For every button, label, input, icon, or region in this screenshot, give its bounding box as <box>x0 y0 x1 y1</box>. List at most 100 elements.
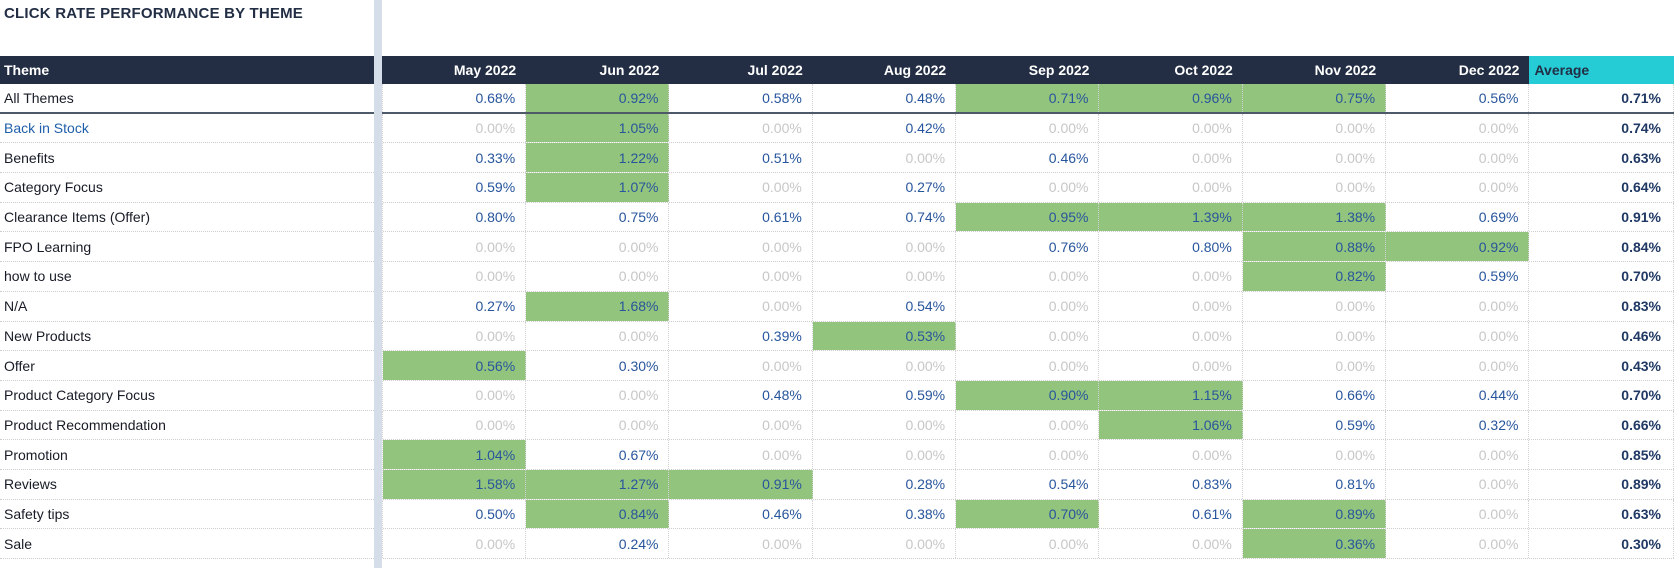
theme-cell[interactable]: New Products <box>0 321 383 351</box>
value-cell[interactable]: 0.00% <box>956 291 1100 321</box>
value-cell[interactable]: 0.00% <box>1243 143 1387 173</box>
month-column-header[interactable]: Dec 2022 <box>1386 56 1530 84</box>
value-cell[interactable]: 0.00% <box>813 143 957 173</box>
average-column-header[interactable]: Average <box>1529 56 1674 84</box>
theme-cell[interactable]: Sale <box>0 529 383 558</box>
value-cell[interactable]: 0.00% <box>1386 291 1530 321</box>
value-cell[interactable]: 0.00% <box>1386 113 1530 143</box>
value-cell[interactable]: 0.46% <box>956 143 1100 173</box>
value-cell[interactable]: 0.00% <box>1386 321 1530 351</box>
value-cell[interactable]: 0.00% <box>1243 440 1387 469</box>
value-cell[interactable]: 1.58% <box>382 469 527 499</box>
value-cell[interactable]: 0.83% <box>1099 469 1243 499</box>
value-cell[interactable]: 0.00% <box>956 440 1100 469</box>
value-cell[interactable]: 1.38% <box>1242 202 1387 232</box>
value-cell[interactable]: 0.92% <box>1386 232 1530 262</box>
value-cell[interactable]: 0.00% <box>383 113 527 143</box>
value-cell[interactable]: 0.38% <box>813 499 957 529</box>
value-cell[interactable]: 0.76% <box>956 232 1100 262</box>
value-cell[interactable]: 0.00% <box>526 321 670 351</box>
theme-cell[interactable]: Offer <box>0 351 383 380</box>
value-cell[interactable]: 0.69% <box>1386 202 1530 232</box>
value-cell[interactable]: 0.27% <box>383 291 527 321</box>
value-cell[interactable]: 0.00% <box>956 529 1100 558</box>
value-cell[interactable]: 0.54% <box>956 469 1100 499</box>
value-cell[interactable]: 0.00% <box>1386 143 1530 173</box>
value-cell[interactable]: 0.00% <box>813 529 957 558</box>
value-cell[interactable]: 0.00% <box>1099 113 1243 143</box>
value-cell[interactable]: 0.00% <box>813 262 957 291</box>
value-cell[interactable]: 0.48% <box>813 84 957 112</box>
month-column-header[interactable]: Oct 2022 <box>1099 56 1243 84</box>
value-cell[interactable]: 0.68% <box>383 84 527 112</box>
value-cell[interactable]: 0.00% <box>669 232 813 262</box>
month-column-header[interactable]: Jul 2022 <box>669 56 813 84</box>
average-cell[interactable]: 0.64% <box>1529 173 1674 202</box>
theme-cell[interactable]: Product Category Focus <box>0 380 383 410</box>
value-cell[interactable]: 0.00% <box>1386 173 1530 202</box>
theme-cell[interactable]: Category Focus <box>0 173 383 202</box>
value-cell[interactable]: 0.00% <box>526 232 670 262</box>
value-cell[interactable]: 0.36% <box>1242 529 1387 558</box>
value-cell[interactable]: 0.82% <box>1242 262 1387 291</box>
value-cell[interactable]: 0.00% <box>1386 529 1530 558</box>
value-cell[interactable]: 0.00% <box>1099 440 1243 469</box>
value-cell[interactable]: 0.84% <box>526 499 670 529</box>
value-cell[interactable]: 0.89% <box>1242 499 1387 529</box>
theme-cell[interactable]: All Themes <box>0 84 383 112</box>
value-cell[interactable]: 0.67% <box>526 440 670 469</box>
value-cell[interactable]: 0.48% <box>669 380 813 410</box>
value-cell[interactable]: 0.59% <box>1386 262 1530 291</box>
value-cell[interactable]: 0.28% <box>813 469 957 499</box>
month-column-header[interactable]: Jun 2022 <box>526 56 670 84</box>
value-cell[interactable]: 0.27% <box>813 173 957 202</box>
average-cell[interactable]: 0.70% <box>1529 262 1674 291</box>
theme-cell[interactable]: Benefits <box>0 143 383 173</box>
value-cell[interactable]: 0.00% <box>956 113 1100 143</box>
value-cell[interactable]: 0.54% <box>813 291 957 321</box>
average-cell[interactable]: 0.30% <box>1529 529 1674 558</box>
value-cell[interactable]: 0.00% <box>1099 143 1243 173</box>
value-cell[interactable]: 0.00% <box>813 351 957 380</box>
value-cell[interactable]: 0.00% <box>526 410 670 440</box>
value-cell[interactable]: 0.61% <box>1099 499 1243 529</box>
value-cell[interactable]: 0.90% <box>956 380 1100 410</box>
value-cell[interactable]: 0.00% <box>1386 499 1530 529</box>
value-cell[interactable]: 0.00% <box>669 113 813 143</box>
value-cell[interactable]: 0.75% <box>526 202 670 232</box>
theme-cell[interactable]: Back in Stock <box>0 113 383 143</box>
month-column-header[interactable]: Sep 2022 <box>956 56 1100 84</box>
value-cell[interactable]: 0.66% <box>1243 380 1387 410</box>
value-cell[interactable]: 0.80% <box>1099 232 1243 262</box>
value-cell[interactable]: 0.70% <box>956 499 1100 529</box>
average-cell[interactable]: 0.43% <box>1529 351 1674 380</box>
theme-cell[interactable]: how to use <box>0 262 383 291</box>
value-cell[interactable]: 0.00% <box>526 380 670 410</box>
value-cell[interactable]: 0.42% <box>813 113 957 143</box>
value-cell[interactable]: 0.00% <box>1243 321 1387 351</box>
month-column-header[interactable]: Aug 2022 <box>812 56 957 84</box>
value-cell[interactable]: 0.91% <box>669 469 813 499</box>
value-cell[interactable]: 0.56% <box>1386 84 1530 112</box>
value-cell[interactable]: 0.33% <box>383 143 527 173</box>
value-cell[interactable]: 0.61% <box>669 202 813 232</box>
value-cell[interactable]: 0.00% <box>1099 351 1243 380</box>
theme-cell[interactable]: N/A <box>0 291 383 321</box>
value-cell[interactable]: 0.50% <box>383 499 527 529</box>
value-cell[interactable]: 1.27% <box>526 469 670 499</box>
month-column-header[interactable]: Nov 2022 <box>1242 56 1387 84</box>
value-cell[interactable]: 1.05% <box>526 113 670 143</box>
value-cell[interactable]: 0.96% <box>1099 84 1243 112</box>
theme-cell[interactable]: Safety tips <box>0 499 383 529</box>
value-cell[interactable]: 0.00% <box>383 529 527 558</box>
value-cell[interactable]: 0.81% <box>1243 469 1387 499</box>
value-cell[interactable]: 0.00% <box>1099 291 1243 321</box>
value-cell[interactable]: 0.00% <box>1386 351 1530 380</box>
value-cell[interactable]: 0.71% <box>956 84 1100 112</box>
value-cell[interactable]: 0.53% <box>812 321 957 351</box>
value-cell[interactable]: 0.00% <box>1099 262 1243 291</box>
value-cell[interactable]: 0.39% <box>669 321 813 351</box>
value-cell[interactable]: 0.00% <box>669 351 813 380</box>
value-cell[interactable]: 0.00% <box>669 291 813 321</box>
value-cell[interactable]: 0.00% <box>956 173 1100 202</box>
